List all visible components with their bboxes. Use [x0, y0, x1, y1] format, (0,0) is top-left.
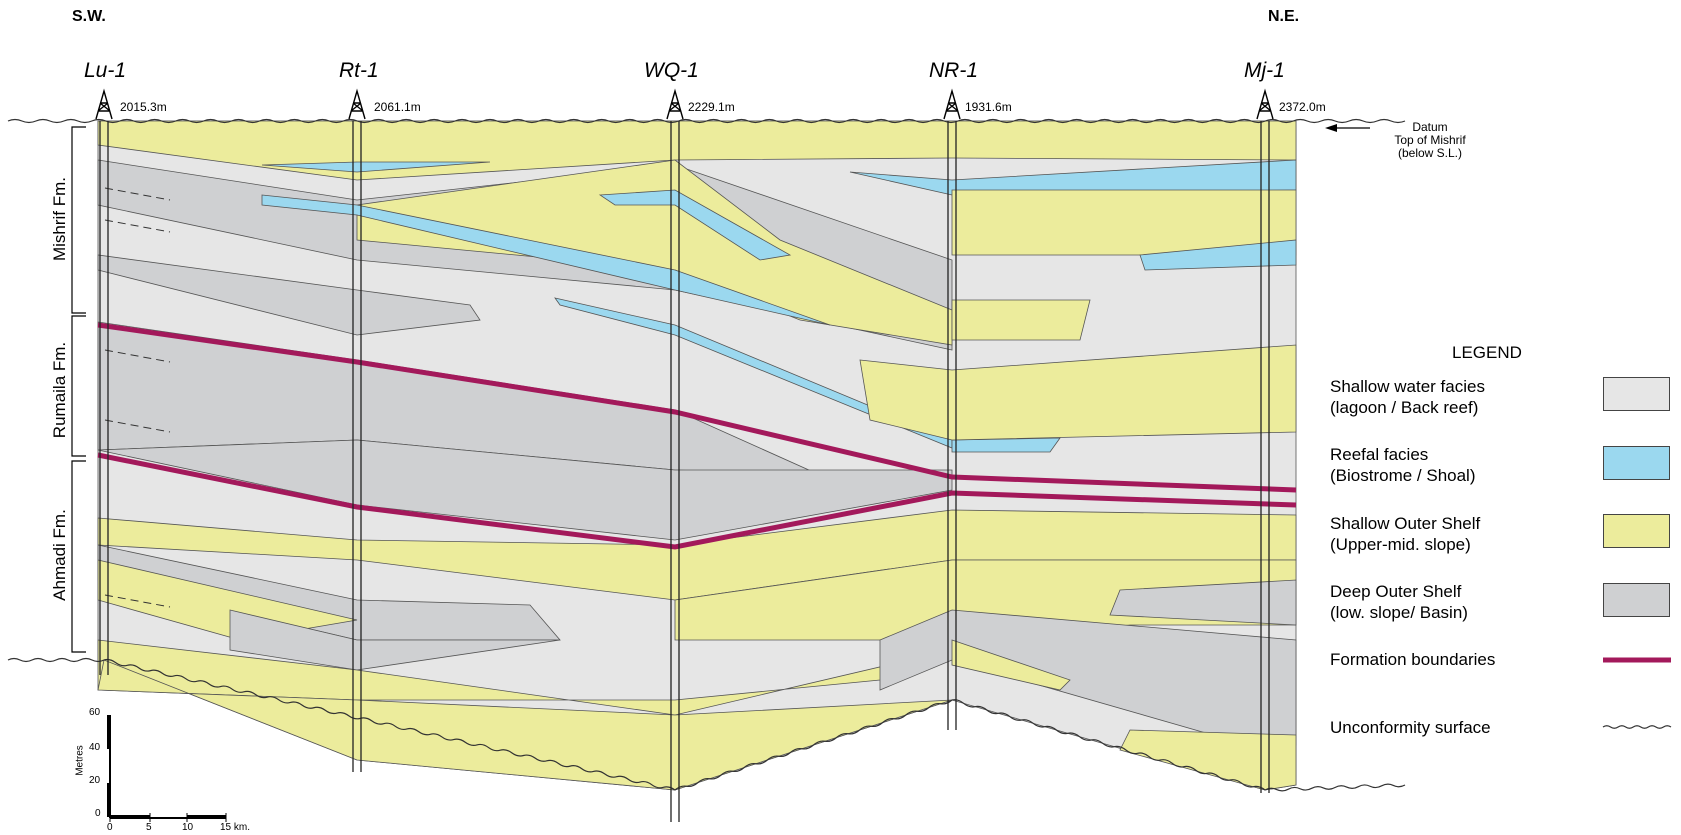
- scale-bar-vtick-20: 20: [89, 775, 100, 786]
- well-elevation-lu1: 2015.3m: [120, 100, 167, 114]
- scale-bar-vtick-40: 40: [89, 742, 100, 753]
- legend-swatch-deep-shelf: [1603, 583, 1670, 617]
- scale-bar-vtick-60: 60: [89, 707, 100, 718]
- legend-label-deep-shelf: Deep Outer Shelf (low. slope/ Basin): [1330, 581, 1468, 623]
- scale-bar-htick-10: 10: [182, 822, 193, 833]
- well-elevation-wq1: 2229.1m: [688, 100, 735, 114]
- legend-label-unconformity: Unconformity surface: [1330, 717, 1491, 738]
- datum-arrow-head: [1325, 124, 1337, 132]
- well-elevation-mj1: 2372.0m: [1279, 100, 1326, 114]
- formation-label-rumaila: Rumaila Fm.: [50, 340, 70, 440]
- derrick-icon-4: [944, 91, 960, 119]
- well-name-rt1: Rt-1: [339, 59, 379, 83]
- well-name-wq1: WQ-1: [644, 59, 699, 83]
- scale-bar-vtick-0: 0: [95, 808, 101, 819]
- legend-title: LEGEND: [1452, 343, 1522, 363]
- derrick-icon-2: [349, 91, 365, 119]
- scale-bar-hseg-3: [187, 815, 226, 819]
- legend-swatch-reefal: [1603, 446, 1670, 480]
- unconformity-bottom-sw: [8, 659, 104, 662]
- scale-bar-vseg-1: [107, 715, 111, 749]
- scale-bar-vertical-title: Metres: [75, 741, 86, 781]
- scale-bar-htick-5: 5: [146, 822, 152, 833]
- legend-label-shallow-water: Shallow water facies (lagoon / Back reef…: [1330, 376, 1485, 418]
- derrick-icon-5: [1257, 91, 1273, 119]
- datum-line-3: (below S.L.): [1380, 147, 1480, 160]
- legend-wave-unconformity: [1603, 726, 1671, 729]
- legend-swatch-shallow-water: [1603, 377, 1670, 411]
- well-name-nr1: NR-1: [929, 59, 978, 83]
- well-elevation-nr1: 1931.6m: [965, 100, 1012, 114]
- legend-swatch-outer-shelf: [1603, 514, 1670, 548]
- layer-outer-ne-2: [952, 300, 1090, 340]
- datum-note: Datum Top of Mishrif (below S.L.): [1380, 121, 1480, 160]
- legend-label-formation-boundaries: Formation boundaries: [1330, 649, 1495, 670]
- scale-bar-hseg-1: [110, 815, 150, 819]
- formation-label-ahmadi: Ahmadi Fm.: [50, 505, 70, 605]
- derrick-icon-3: [667, 91, 683, 119]
- layer-reefal-ne-3: [952, 438, 1060, 452]
- scale-bar-htick-15: 15 km.: [220, 822, 250, 833]
- orientation-ne: N.E.: [1268, 8, 1299, 26]
- well-name-lu1: Lu-1: [84, 59, 126, 83]
- well-name-mj1: Mj-1: [1244, 59, 1285, 83]
- formation-label-mishrif: Mishrif Fm.: [50, 169, 70, 269]
- bracket-rumaila: [72, 316, 86, 456]
- bracket-mishrif: [72, 127, 86, 313]
- derrick-icon-1: [96, 91, 112, 119]
- well-elevation-rt1: 2061.1m: [374, 100, 421, 114]
- scale-bar-vseg-3: [107, 783, 111, 817]
- bracket-ahmadi: [72, 461, 86, 652]
- legend-label-outer-shelf: Shallow Outer Shelf (Upper-mid. slope): [1330, 513, 1480, 555]
- orientation-sw: S.W.: [72, 8, 106, 26]
- legend-label-reefal: Reefal facies (Biostrome / Shoal): [1330, 444, 1476, 486]
- scale-bar-htick-0: 0: [107, 822, 113, 833]
